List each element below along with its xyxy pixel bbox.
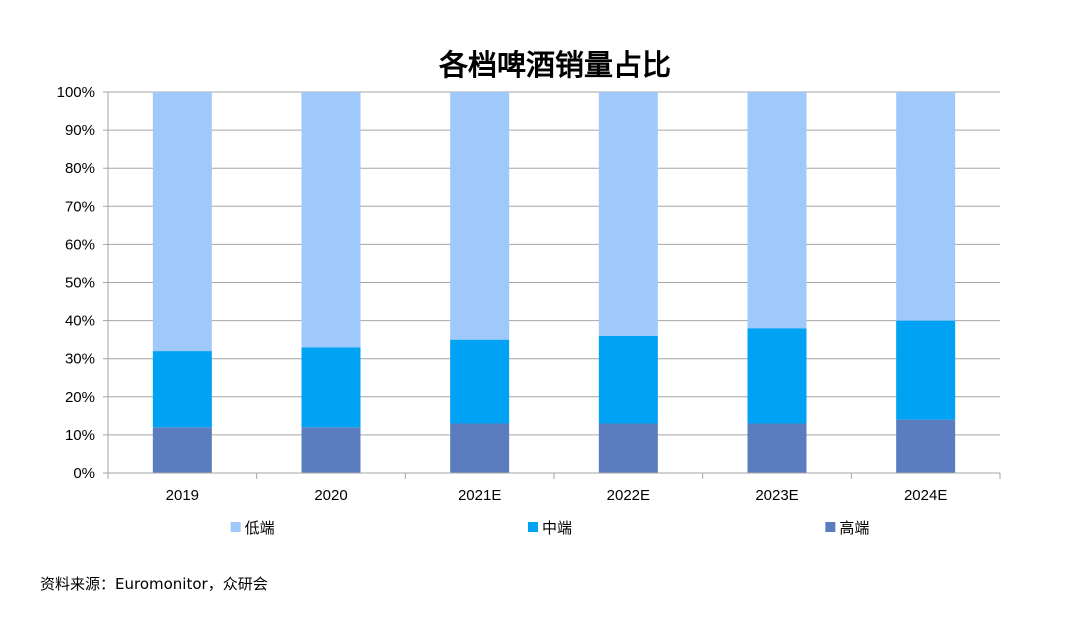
y-tick-label: 70% bbox=[65, 198, 95, 215]
y-tick-label: 60% bbox=[65, 236, 95, 253]
bars bbox=[152, 92, 956, 473]
x-tick-label: 2022E bbox=[607, 487, 650, 504]
gridlines bbox=[103, 91, 1000, 474]
bar-segment bbox=[896, 320, 956, 420]
bar-segment bbox=[747, 92, 807, 329]
bar-segment bbox=[301, 347, 361, 428]
legend: 低端 中端 高端 bbox=[230, 519, 869, 537]
bar-segment bbox=[152, 92, 212, 352]
bar-segment bbox=[301, 92, 361, 348]
x-tick-label: 2019 bbox=[166, 487, 199, 504]
bar-segment bbox=[450, 339, 510, 424]
x-tick-labels: 2019 2020 2021E 2022E 2023E 2024E bbox=[166, 487, 948, 504]
y-tick-label: 50% bbox=[65, 275, 95, 292]
bar-segment bbox=[598, 92, 658, 336]
y-tick-labels: 0% 10% 20% 30% 40% 50% 60% 70% 80% 90% 100% bbox=[57, 84, 95, 482]
axes bbox=[107, 92, 1001, 479]
y-tick-label: 90% bbox=[65, 122, 95, 139]
y-tick-label: 30% bbox=[65, 351, 95, 368]
y-tick-label: 10% bbox=[65, 427, 95, 444]
bar-segment bbox=[450, 92, 510, 340]
bar-segment bbox=[747, 328, 807, 424]
y-tick-label: 40% bbox=[65, 313, 95, 330]
source-note: 资料来源：Euromonitor，众研会 bbox=[40, 575, 268, 593]
bar-segment bbox=[152, 427, 212, 473]
legend-swatch bbox=[230, 522, 241, 532]
legend-swatch bbox=[528, 522, 538, 532]
bar-segment bbox=[301, 427, 361, 473]
bar-segment bbox=[450, 423, 510, 473]
bar-segment bbox=[896, 92, 956, 321]
legend-label: 高端 bbox=[839, 519, 869, 537]
bar-segment bbox=[896, 419, 956, 473]
bar-segment bbox=[152, 351, 212, 428]
legend-item: 低端 bbox=[230, 519, 275, 537]
legend-swatch bbox=[825, 522, 836, 532]
x-tick-label: 2024E bbox=[904, 487, 947, 504]
y-tick-label: 20% bbox=[65, 389, 95, 406]
legend-label: 低端 bbox=[245, 519, 275, 537]
bar-segment bbox=[598, 423, 658, 473]
legend-item: 中端 bbox=[528, 519, 572, 537]
y-tick-label: 100% bbox=[57, 84, 95, 101]
x-tick-label: 2020 bbox=[314, 487, 347, 504]
bar-segment bbox=[598, 335, 658, 424]
x-tick-label: 2021E bbox=[458, 487, 501, 504]
y-tick-label: 0% bbox=[73, 465, 95, 482]
y-tick-label: 80% bbox=[65, 160, 95, 177]
bar-segment bbox=[747, 423, 807, 473]
legend-item: 高端 bbox=[825, 519, 869, 537]
chart-title: 各档啤酒销量占比 bbox=[438, 48, 671, 82]
x-tick-label: 2023E bbox=[755, 487, 798, 504]
legend-label: 中端 bbox=[542, 519, 572, 537]
